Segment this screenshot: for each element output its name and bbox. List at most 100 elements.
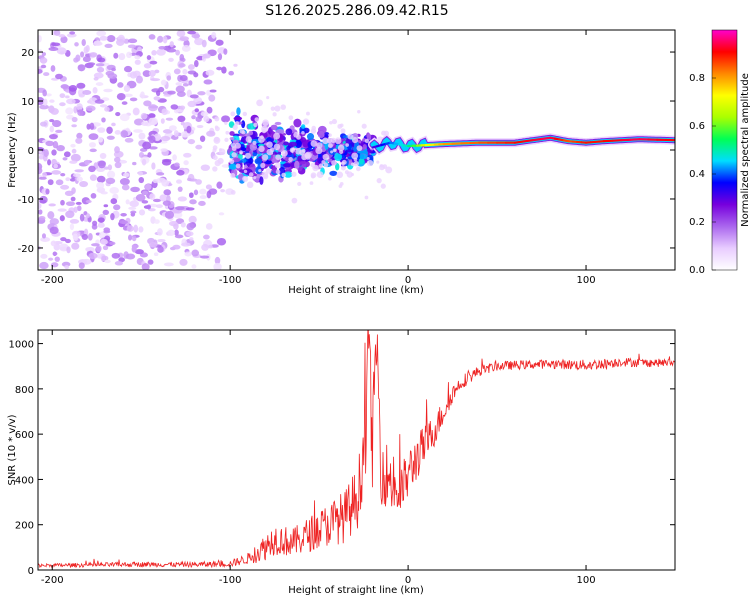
scatter-blob — [293, 118, 302, 128]
y-tick-label: 200 — [15, 521, 34, 532]
snr-background — [38, 330, 675, 570]
snr-x-axis-title: Height of straight line (km) — [288, 585, 424, 596]
noise-blob — [174, 229, 179, 236]
noise-blob — [126, 51, 133, 59]
haze-dot — [273, 132, 281, 140]
haze-dot — [310, 128, 317, 134]
noise-blob — [201, 39, 207, 48]
noise-blob — [96, 66, 105, 73]
noise-blob — [141, 263, 150, 270]
noise-blob — [119, 113, 130, 122]
noise-blob — [206, 190, 212, 199]
noise-blob — [166, 48, 177, 53]
noise-blob — [42, 89, 47, 97]
noise-blob — [160, 135, 171, 142]
noise-blob — [43, 72, 50, 77]
haze-dot — [239, 151, 243, 155]
noise-blob — [45, 140, 55, 147]
noise-blob — [85, 247, 91, 252]
noise-blob — [49, 99, 55, 103]
colorbar-ticks: 0.0 0.2 0.4 0.6 0.8 — [689, 73, 716, 276]
haze-dot — [275, 154, 281, 161]
noise-blob — [153, 96, 161, 101]
noise-blob — [148, 135, 156, 144]
noise-blob — [77, 64, 86, 72]
noise-blob — [55, 129, 63, 134]
scatter-blob — [236, 107, 241, 116]
noise-blob — [166, 75, 172, 81]
scatter-blob — [327, 158, 333, 163]
noise-blob — [97, 222, 105, 228]
noise-blob — [176, 179, 182, 184]
spectrogram-y-axis-title: Frequency (Hz) — [7, 112, 18, 188]
noise-blob — [81, 39, 86, 47]
haze-dot — [261, 128, 267, 134]
carrier-core-segment — [531, 137, 543, 142]
haze-dot — [291, 171, 297, 177]
noise-blob — [42, 172, 48, 178]
noise-blob — [123, 93, 133, 97]
y-tick-label: -20 — [18, 244, 34, 255]
noise-blob — [73, 206, 78, 213]
noise-blob — [203, 234, 210, 240]
noise-blob — [103, 88, 113, 93]
snr-x-ticks: -200 -100 0 100 — [41, 330, 596, 586]
haze-dot — [321, 160, 326, 165]
noise-blob — [89, 122, 95, 130]
noise-blob — [74, 42, 79, 47]
noise-blob — [194, 59, 199, 68]
haze-dot — [330, 137, 336, 143]
noise-blob — [202, 53, 211, 59]
noise-blob — [68, 85, 78, 92]
noise-blob — [86, 123, 91, 130]
noise-blob — [118, 257, 125, 263]
noise-blob — [59, 215, 65, 222]
noise-blob — [76, 176, 83, 182]
noise-blob — [97, 217, 105, 223]
noise-blob — [89, 174, 97, 181]
noise-blob — [111, 252, 121, 259]
noise-blob — [183, 152, 192, 158]
noise-blob — [120, 130, 129, 138]
noise-blob — [88, 165, 96, 173]
noise-blob — [115, 112, 121, 117]
noise-blob — [47, 159, 52, 166]
haze-dot — [355, 166, 361, 172]
noise-blob — [170, 104, 179, 110]
noise-blob — [92, 41, 103, 46]
noise-blob — [167, 90, 176, 95]
noise-blob — [41, 233, 47, 239]
haze-dot — [366, 159, 374, 167]
noise-blob — [62, 157, 68, 161]
chart-title: S126.2025.286.09.42.R15 — [265, 3, 448, 19]
noise-blob — [137, 171, 144, 176]
colorbar: 0.0 0.2 0.4 0.6 0.8 Normalized spectral ampl… — [689, 29, 750, 276]
haze-dot — [230, 190, 236, 195]
noise-blob — [38, 166, 43, 175]
noise-blob — [101, 255, 109, 261]
noise-blob — [107, 164, 113, 171]
noise-blob — [103, 230, 111, 234]
noise-blob — [59, 102, 66, 107]
haze-dot — [332, 148, 337, 153]
haze-dot — [310, 163, 315, 168]
haze-dot — [376, 178, 382, 184]
noise-blob — [191, 115, 196, 120]
noise-blob — [85, 213, 91, 219]
haze-dot — [256, 99, 263, 107]
noise-blob — [217, 53, 223, 61]
noise-blob — [100, 238, 108, 245]
noise-blob — [205, 69, 215, 76]
scatter-blob — [270, 124, 278, 131]
haze-dot — [231, 152, 237, 158]
snr-marks — [38, 330, 675, 569]
noise-blob — [73, 57, 79, 63]
noise-blob — [45, 188, 50, 195]
noise-blob — [179, 36, 189, 42]
noise-blob — [120, 213, 127, 217]
noise-blob — [88, 97, 98, 105]
spectrogram-noise-blobs — [38, 30, 238, 270]
noise-blob — [131, 244, 139, 249]
noise-blob — [134, 249, 144, 255]
